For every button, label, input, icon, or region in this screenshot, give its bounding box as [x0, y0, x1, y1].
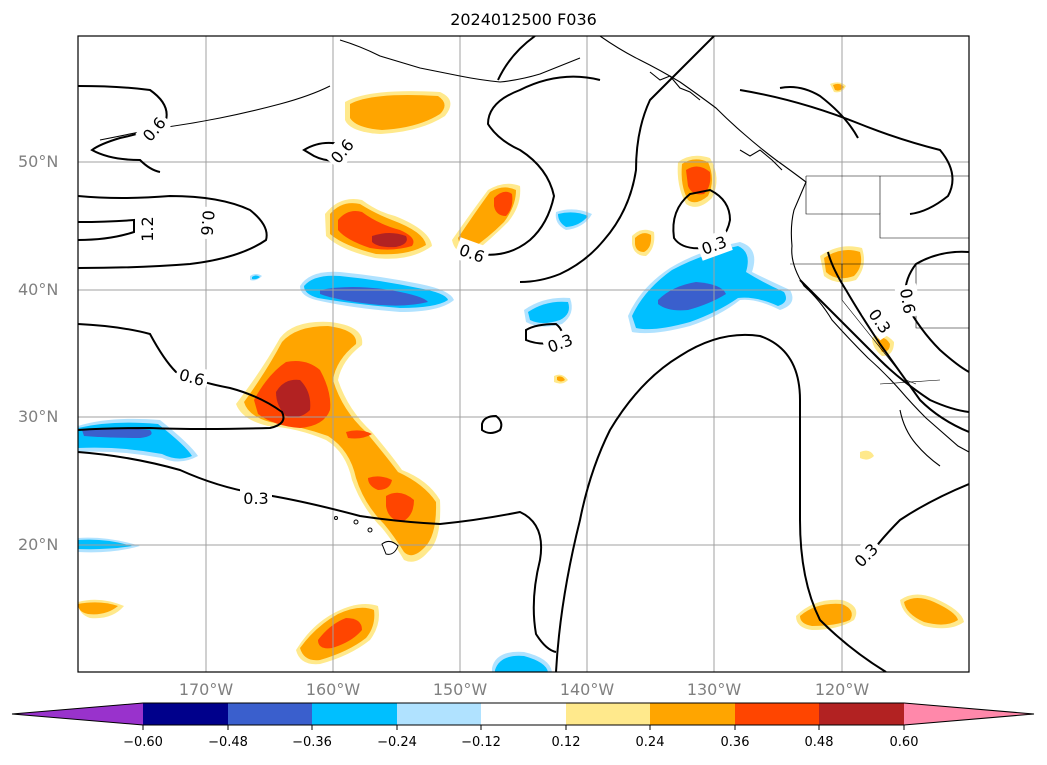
- colorbar-tick-label: 0.48: [804, 735, 834, 750]
- lon-label: 160°W: [305, 680, 361, 699]
- contour-label: 0.6: [896, 287, 919, 315]
- colorbar-segment: [312, 703, 397, 725]
- colorbar-ticks: [142, 725, 905, 730]
- colorbar-extend-min: [12, 703, 143, 725]
- colorbar-tick-label: −0.60: [123, 735, 163, 750]
- colorbar-segment: [143, 703, 228, 725]
- lat-label: 30°N: [18, 407, 59, 426]
- colorbar-tick-label: −0.24: [377, 735, 417, 750]
- islands: [334, 516, 399, 555]
- colorbar-segment: [819, 703, 904, 725]
- map-frame: [77, 35, 970, 673]
- grid-lines: [78, 36, 969, 672]
- colorbar-segment: [397, 703, 481, 725]
- lat-label: 20°N: [18, 535, 59, 554]
- colorbar-segment: [650, 703, 735, 725]
- shaded-negative-regions: [78, 209, 793, 672]
- colorbar-tick-label: −0.48: [208, 735, 248, 750]
- colorbar-segment: [228, 703, 312, 725]
- shade-region-north-core: [350, 95, 445, 130]
- colorbar-segment: [481, 703, 566, 725]
- colorbar-segment: [566, 703, 650, 725]
- map-area: 0.6 0.6 1.2 0.6 0.6 0.3 0.3 0.6 0.3 0.6 …: [78, 36, 969, 672]
- contour-label: 0.6: [197, 209, 218, 236]
- colorbar-segment: [735, 703, 819, 725]
- lon-label: 130°W: [686, 680, 742, 699]
- lon-label: 120°W: [814, 680, 870, 699]
- shaded-positive-regions: [78, 82, 964, 665]
- colorbar-tick-label: 0.36: [720, 735, 750, 750]
- colorbar-tick-label: 0.12: [551, 735, 581, 750]
- lon-label: 150°W: [432, 680, 488, 699]
- colorbar-extend-max: [904, 703, 1034, 725]
- lat-label: 50°N: [18, 152, 59, 171]
- lon-label: 170°W: [178, 680, 234, 699]
- map-title: 2024012500 F036: [450, 10, 597, 29]
- colorbar: [11, 702, 1035, 730]
- colorbar-tick-label: 0.60: [889, 735, 919, 750]
- colorbar-tick-label: −0.12: [461, 735, 501, 750]
- contour-lines: [78, 36, 969, 672]
- contour-label: 0.3: [243, 489, 268, 508]
- colorbar-tick-label: 0.24: [635, 735, 665, 750]
- lat-label: 40°N: [18, 280, 59, 299]
- contour-label: 1.2: [138, 216, 157, 241]
- colorbar-tick-label: −0.36: [292, 735, 332, 750]
- lon-label: 140°W: [559, 680, 615, 699]
